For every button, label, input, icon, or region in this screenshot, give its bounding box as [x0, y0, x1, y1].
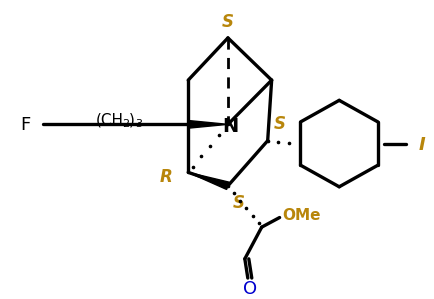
- Polygon shape: [188, 173, 229, 190]
- Text: I: I: [418, 136, 424, 155]
- Text: O: O: [242, 280, 256, 298]
- Text: OMe: OMe: [282, 208, 320, 223]
- Text: 2: 2: [122, 119, 129, 129]
- Text: N: N: [221, 117, 237, 136]
- Text: S: S: [232, 193, 244, 211]
- Text: 3: 3: [135, 119, 142, 129]
- Text: (CH: (CH: [95, 112, 124, 127]
- Text: S: S: [273, 115, 285, 133]
- Text: S: S: [221, 13, 233, 31]
- Text: ): ): [128, 112, 134, 127]
- Text: F: F: [20, 116, 30, 134]
- Text: R: R: [160, 168, 172, 186]
- Polygon shape: [188, 120, 227, 128]
